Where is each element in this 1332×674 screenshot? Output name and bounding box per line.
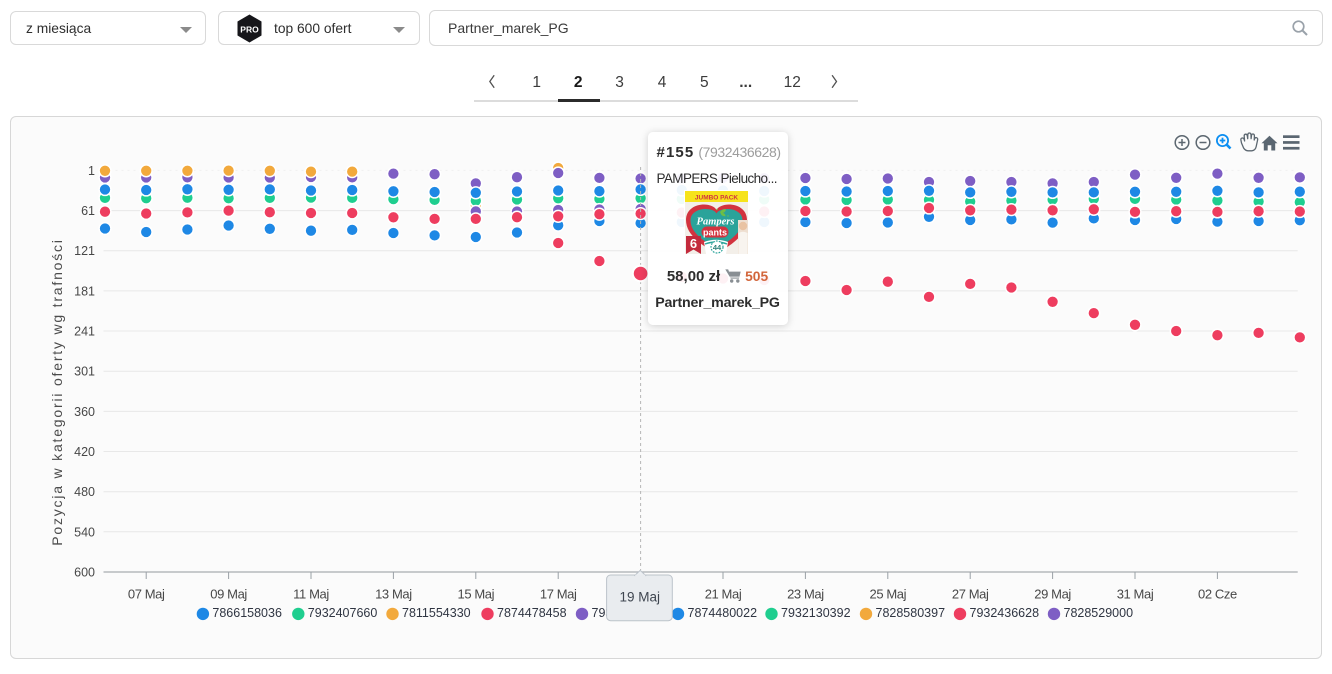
svg-text:31 Maj: 31 Maj xyxy=(1117,587,1154,602)
svg-text:301: 301 xyxy=(74,365,95,379)
svg-text:7828580397: 7828580397 xyxy=(876,606,946,620)
svg-text:pants: pants xyxy=(702,228,726,238)
svg-text:5: 5 xyxy=(700,74,709,91)
svg-text:7874478458: 7874478458 xyxy=(497,606,567,620)
svg-text:25 Maj: 25 Maj xyxy=(869,587,906,602)
svg-text:600: 600 xyxy=(74,566,95,580)
svg-text:12: 12 xyxy=(784,74,801,91)
svg-text:540: 540 xyxy=(74,525,95,539)
svg-text:7874480022: 7874480022 xyxy=(688,606,758,620)
svg-text:44: 44 xyxy=(712,243,721,252)
svg-text:07 Maj: 07 Maj xyxy=(128,587,165,602)
svg-text:...: ... xyxy=(739,74,752,91)
svg-text:7828529000: 7828529000 xyxy=(1064,606,1134,620)
svg-text:1: 1 xyxy=(532,74,541,91)
svg-text:181: 181 xyxy=(74,284,95,298)
svg-text:29 Maj: 29 Maj xyxy=(1034,587,1071,602)
svg-text:13 Maj: 13 Maj xyxy=(375,587,412,602)
svg-text:1: 1 xyxy=(88,164,95,178)
svg-text:Pampers: Pampers xyxy=(696,217,734,228)
svg-text:61: 61 xyxy=(81,204,95,218)
svg-text:360: 360 xyxy=(74,405,95,419)
svg-text:09 Maj: 09 Maj xyxy=(210,587,247,602)
svg-text:17 Maj: 17 Maj xyxy=(540,587,577,602)
svg-text:PRO: PRO xyxy=(240,25,259,35)
svg-text:7866158036: 7866158036 xyxy=(212,606,282,620)
svg-text:4: 4 xyxy=(658,74,667,91)
svg-text:11 Maj: 11 Maj xyxy=(293,587,329,602)
svg-text:15 Maj: 15 Maj xyxy=(457,587,494,602)
svg-text:JUMBO PACK: JUMBO PACK xyxy=(694,194,738,201)
svg-text:3: 3 xyxy=(615,74,624,91)
svg-text:7932130392: 7932130392 xyxy=(781,606,851,620)
svg-text:7932407660: 7932407660 xyxy=(308,606,378,620)
svg-text:420: 420 xyxy=(74,445,95,459)
svg-text:2: 2 xyxy=(574,74,583,91)
svg-text:241: 241 xyxy=(74,325,95,339)
svg-text:Pozycja w kategorii oferty wg: Pozycja w kategorii oferty wg trafności xyxy=(49,238,65,546)
svg-text:7932436628: 7932436628 xyxy=(970,606,1040,620)
svg-text:6: 6 xyxy=(689,236,696,251)
svg-text:121: 121 xyxy=(74,244,95,258)
svg-text:23 Maj: 23 Maj xyxy=(787,587,824,602)
svg-text:21 Maj: 21 Maj xyxy=(705,587,742,602)
svg-text:19 Maj: 19 Maj xyxy=(620,590,661,605)
svg-text:02 Cze: 02 Cze xyxy=(1198,587,1237,602)
svg-text:27 Maj: 27 Maj xyxy=(952,587,989,602)
svg-text:480: 480 xyxy=(74,485,95,499)
svg-text:7811554330: 7811554330 xyxy=(402,606,471,620)
